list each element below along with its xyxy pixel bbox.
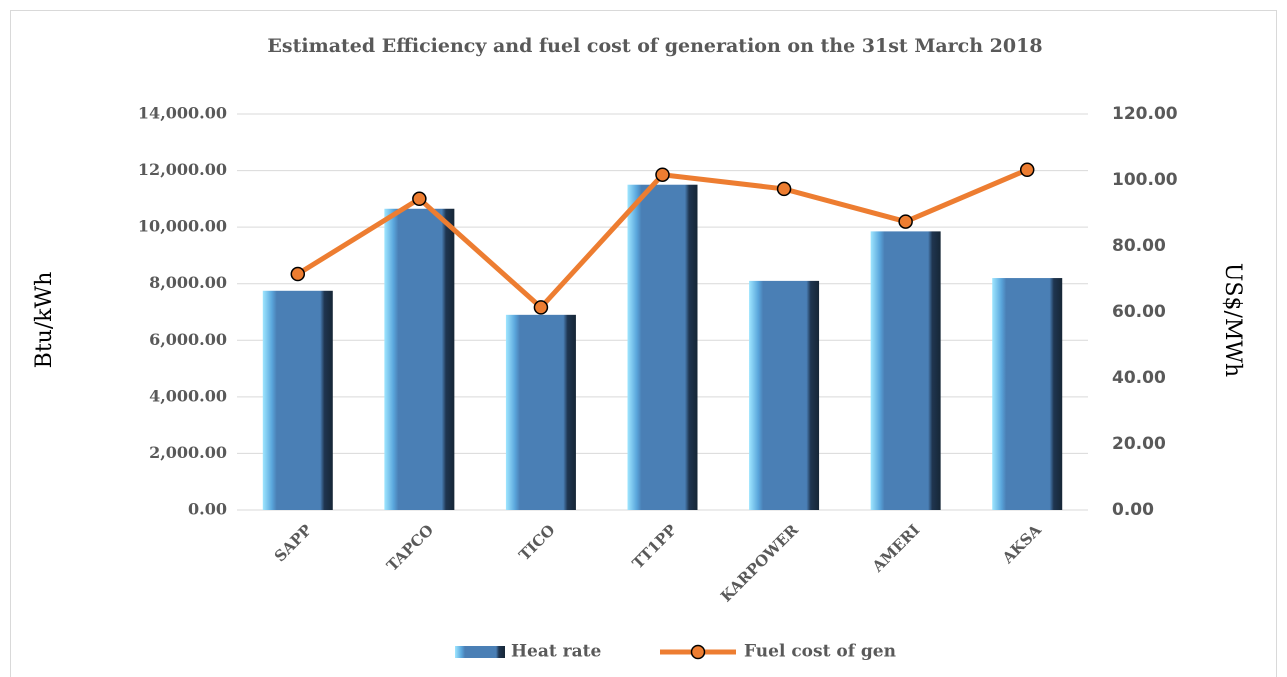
y-tick-label: 2,000.00	[149, 443, 227, 462]
marker	[1019, 162, 1035, 178]
marker	[412, 191, 427, 207]
y-axis-title: Btu/kWh	[32, 272, 57, 369]
chart-title: Estimated Efficiency and fuel cost of ge…	[267, 35, 1042, 57]
bar	[870, 231, 941, 510]
y2-tick-label: 40.00	[1112, 368, 1166, 388]
marker	[776, 181, 792, 197]
legend-swatch	[455, 646, 505, 658]
bar	[384, 208, 455, 510]
marker	[533, 300, 549, 315]
legend-label: Heat rate	[511, 642, 601, 662]
y-tick-label: 4,000.00	[149, 386, 227, 405]
y2-tick-label: 80.00	[1112, 236, 1166, 256]
y2-tick-label: 100.00	[1112, 170, 1178, 190]
bar	[749, 280, 820, 510]
y2-tick-label: 0.00	[1112, 500, 1154, 520]
y-tick-label: 12,000.00	[138, 160, 227, 179]
y-tick-label: 10,000.00	[138, 217, 227, 236]
marker	[655, 167, 670, 182]
y-tick-label: 8,000.00	[149, 273, 227, 292]
bar	[627, 184, 698, 510]
bar	[505, 314, 576, 510]
bar	[992, 278, 1063, 510]
marker	[898, 214, 913, 229]
y-tick-label: 0.00	[188, 500, 227, 519]
y2-tick-label: 60.00	[1112, 302, 1166, 322]
y-tick-label: 14,000.00	[138, 104, 227, 123]
marker	[290, 266, 306, 282]
legend-label: Fuel cost of gen	[744, 642, 896, 662]
y2-axis-title: US$/MWh	[1220, 263, 1245, 377]
legend-swatch-marker	[690, 644, 706, 660]
y-tick-label: 6,000.00	[149, 330, 227, 349]
bar	[262, 290, 333, 510]
y2-tick-label: 120.00	[1112, 104, 1178, 124]
y2-tick-label: 20.00	[1112, 434, 1166, 454]
